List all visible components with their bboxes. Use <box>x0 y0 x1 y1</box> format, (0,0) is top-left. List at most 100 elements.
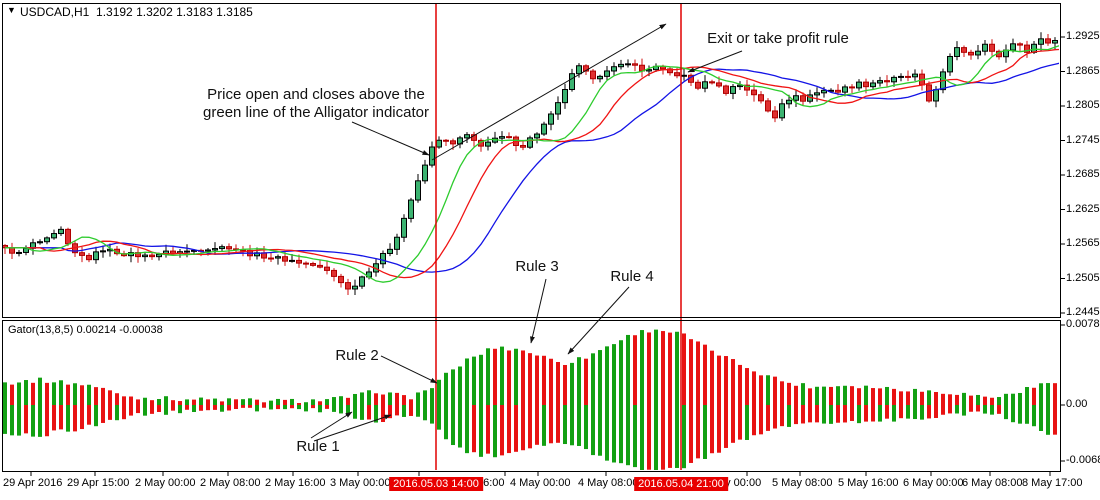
gator-bar-up <box>38 377 42 405</box>
gator-bar-up <box>122 396 126 405</box>
gator-bar-up <box>584 358 588 405</box>
gator-bar-down <box>45 405 49 437</box>
gator-bar-up <box>535 355 539 405</box>
candle <box>695 79 701 91</box>
candle <box>408 197 414 223</box>
candle <box>513 135 519 152</box>
gator-bar-up <box>206 399 210 405</box>
gator-bar-up <box>507 350 511 405</box>
gator-bar-up <box>472 356 476 405</box>
candle <box>975 44 981 60</box>
gator-bar-up <box>521 350 525 405</box>
gator-bar-up <box>626 334 630 405</box>
exit-arrow <box>687 50 743 73</box>
gator-bar-down <box>577 405 581 446</box>
gator-bar-down <box>367 405 371 420</box>
gator-bar-down <box>878 405 882 422</box>
candle <box>324 260 330 275</box>
gator-bar-up <box>794 385 798 405</box>
gator-bar-up <box>689 339 693 405</box>
gator-bar-up <box>955 394 959 405</box>
gator-bar-down <box>24 405 28 434</box>
gator-bar-up <box>479 354 483 405</box>
gator-bar-down <box>94 405 98 427</box>
gator-bar-down <box>913 405 917 420</box>
candle <box>37 239 43 245</box>
candle <box>457 135 463 149</box>
gator-indicator-label: Gator(13,8,5) 0.00214 -0.00038 <box>8 324 163 336</box>
gator-bar-down <box>87 405 91 425</box>
candle <box>737 81 743 90</box>
gator-bar-up <box>717 355 721 405</box>
gator-bar-up <box>451 369 455 405</box>
gator-bar-up <box>94 387 98 405</box>
gator-bar-up <box>668 332 672 405</box>
gator-bar-up <box>17 382 21 405</box>
gator-bar-up <box>591 353 595 405</box>
gator-bar-down <box>10 405 14 436</box>
gator-bar-up <box>647 332 651 405</box>
gator-bar-down <box>717 405 721 453</box>
gator-bar-up <box>1046 383 1050 405</box>
symbol-timeframe-label: USDCAD,H1 <box>20 5 90 19</box>
gator-bar-up <box>325 399 329 405</box>
gator-bar-up <box>80 385 84 405</box>
candle <box>520 139 526 151</box>
gator-bar-down <box>164 405 168 415</box>
gator-bar-down <box>143 405 147 416</box>
gator-bar-down <box>325 405 329 409</box>
highlighted-time-label: 2016.05.04 21:00 <box>634 477 728 491</box>
gator-bar-up <box>437 379 441 405</box>
gator-bar-up <box>332 397 336 405</box>
candle <box>401 214 407 243</box>
gator-bar-down <box>682 405 686 469</box>
gator-bar-down <box>430 405 434 424</box>
gator-bar-down <box>766 405 770 431</box>
gator-bar-up <box>738 364 742 405</box>
gator-bar-down <box>1046 405 1050 435</box>
gator-bar-up <box>752 371 756 405</box>
gator-bar-up <box>402 395 406 405</box>
gator-bar-down <box>346 405 350 415</box>
time-tick-label: 3 May 00:00 <box>330 477 391 489</box>
gator-bar-down <box>66 405 70 432</box>
candle <box>702 75 708 93</box>
gator-bar-up <box>976 394 980 405</box>
gator-bar-down <box>710 405 714 454</box>
gator-bar-up <box>178 401 182 405</box>
candle <box>506 132 512 139</box>
candle <box>681 68 687 81</box>
candle <box>576 63 582 78</box>
gator-scale-label: 0.00 <box>1066 398 1088 410</box>
gator-bar-down <box>339 405 343 414</box>
candle <box>604 66 610 81</box>
gator-bar-down <box>493 405 497 458</box>
time-tick-label: 8 May 17:00 <box>1022 477 1083 489</box>
candle <box>485 136 491 151</box>
gator-bar-up <box>10 384 14 405</box>
candle <box>429 141 435 168</box>
gator-bar-down <box>542 405 546 446</box>
gator-bar-up <box>3 382 7 405</box>
candle <box>310 261 316 267</box>
gator-bar-up <box>374 393 378 405</box>
gator-bar-up <box>927 390 931 405</box>
gator-bar-down <box>605 405 609 461</box>
panel-border <box>2 3 1061 318</box>
gator-bar-down <box>276 405 280 410</box>
time-tick-label: 5 May 08:00 <box>772 477 833 489</box>
time-tick-label: 4 May 00:00 <box>510 477 571 489</box>
alligator-teeth-line <box>5 48 1059 279</box>
gator-bar-down <box>500 405 504 456</box>
candle <box>135 248 141 263</box>
gator-bar-down <box>843 405 847 423</box>
gator-bar-down <box>850 405 854 421</box>
gator-bar-up <box>290 398 294 405</box>
gator-bar-up <box>87 384 91 405</box>
gator-bar-up <box>353 393 357 405</box>
gator-bar-down <box>787 405 791 427</box>
gator-bar-down <box>598 405 602 456</box>
candle <box>268 252 274 262</box>
gator-bar-down <box>773 405 777 429</box>
